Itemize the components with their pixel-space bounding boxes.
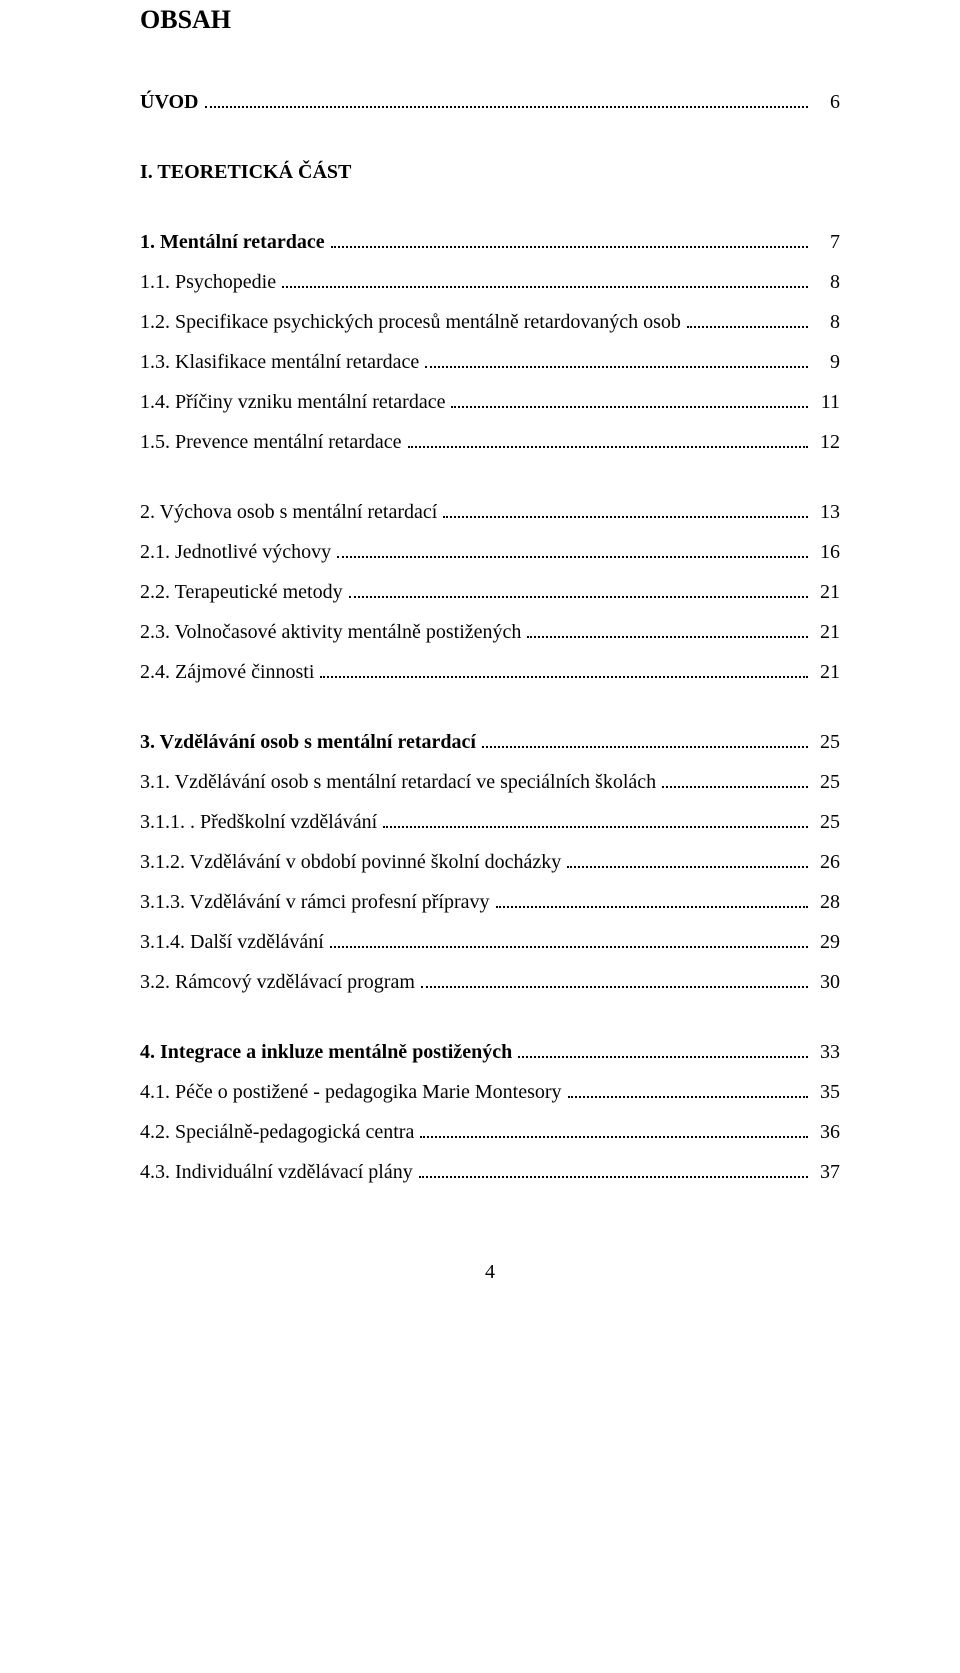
toc-entry-page: 21	[810, 577, 840, 607]
toc-entry-page: 21	[810, 657, 840, 687]
toc-entry-page: 13	[810, 497, 840, 527]
toc-entry-label: 3.1.2. Vzdělávání v období povinné školn…	[140, 847, 565, 877]
toc-entry-page: 36	[810, 1117, 840, 1147]
toc-entry: 1.4. Příčiny vzniku mentální retardace 11	[140, 387, 840, 417]
table-of-contents: ÚVOD 6 I. TEORETICKÁ ČÁST 1. Mentální retar…	[140, 87, 840, 1187]
toc-entry: 4.2. Speciálně-pedagogická centra 36	[140, 1117, 840, 1147]
toc-entry-label: 2.1. Jednotlivé výchovy	[140, 537, 335, 567]
toc-entry-page: 6	[810, 87, 840, 117]
toc-leader-dots	[383, 811, 808, 828]
toc-entry: 3.2. Rámcový vzdělávací program 30	[140, 967, 840, 997]
toc-entry-label: 3.1. Vzdělávání osob s mentální retardac…	[140, 767, 660, 797]
toc-entry-label: 3.1.4. Další vzdělávání	[140, 927, 328, 957]
toc-entry-label: 3.1.3. Vzdělávání v rámci profesní přípr…	[140, 887, 494, 917]
toc-leader-dots	[320, 661, 808, 678]
toc-entry-label: 3. Vzdělávání osob s mentální retardací	[140, 727, 480, 757]
toc-leader-dots	[421, 971, 808, 988]
toc-entry: 1.5. Prevence mentální retardace 12	[140, 427, 840, 457]
toc-entry: 4. Integrace a inkluze mentálně postižen…	[140, 1037, 840, 1067]
toc-entry-page: 26	[810, 847, 840, 877]
toc-entry: 3.1.4. Další vzdělávání 29	[140, 927, 840, 957]
toc-entry-page: 11	[810, 387, 840, 417]
toc-entry: 1. Mentální retardace 7	[140, 227, 840, 257]
toc-leader-dots	[687, 311, 808, 328]
toc-entry: 3. Vzdělávání osob s mentální retardací 2…	[140, 727, 840, 757]
toc-leader-dots	[331, 231, 808, 248]
toc-entry-page: 25	[810, 807, 840, 837]
toc-entry: 2.4. Zájmové činnosti 21	[140, 657, 840, 687]
toc-entry-page: 25	[810, 727, 840, 757]
page-number: 4	[140, 1257, 840, 1287]
toc-entry-label: 2.2. Terapeutické metody	[140, 577, 347, 607]
toc-entry: 2.2. Terapeutické metody 21	[140, 577, 840, 607]
toc-entry: ÚVOD 6	[140, 87, 840, 117]
toc-entry-page: 21	[810, 617, 840, 647]
toc-entry-label: 4.3. Individuální vzdělávací plány	[140, 1157, 417, 1187]
toc-leader-dots	[420, 1121, 808, 1138]
toc-leader-dots	[443, 501, 808, 518]
toc-entry-page: 25	[810, 767, 840, 797]
toc-entry-label: 1. Mentální retardace	[140, 227, 329, 257]
toc-leader-dots	[662, 771, 808, 788]
toc-entry: 1.2. Specifikace psychických procesů men…	[140, 307, 840, 337]
toc-entry: 2. Výchova osob s mentální retardací 13	[140, 497, 840, 527]
toc-entry-page: 8	[810, 267, 840, 297]
toc-entry: 3.1.1. . Předškolní vzdělávání 25	[140, 807, 840, 837]
toc-leader-dots	[337, 541, 808, 558]
toc-entry-label: 1.1. Psychopedie	[140, 267, 280, 297]
toc-leader-dots	[425, 351, 808, 368]
toc-entry-page: 37	[810, 1157, 840, 1187]
toc-entry-page: 30	[810, 967, 840, 997]
toc-entry: 3.1. Vzdělávání osob s mentální retardac…	[140, 767, 840, 797]
toc-leader-dots	[527, 621, 808, 638]
toc-entry-page: 12	[810, 427, 840, 457]
toc-entry-page: 9	[810, 347, 840, 377]
toc-entry-label: 4.2. Speciálně-pedagogická centra	[140, 1117, 418, 1147]
toc-section-heading: I. TEORETICKÁ ČÁST	[140, 157, 840, 187]
toc-entry-page: 16	[810, 537, 840, 567]
toc-entry-label: 2.4. Zájmové činnosti	[140, 657, 318, 687]
toc-entry-page: 33	[810, 1037, 840, 1067]
toc-entry: 4.3. Individuální vzdělávací plány 37	[140, 1157, 840, 1187]
toc-leader-dots	[482, 731, 808, 748]
toc-leader-dots	[408, 431, 808, 448]
toc-entry: 1.3. Klasifikace mentální retardace 9	[140, 347, 840, 377]
toc-entry-page: 35	[810, 1077, 840, 1107]
toc-entry-page: 28	[810, 887, 840, 917]
toc-entry-label: 1.5. Prevence mentální retardace	[140, 427, 406, 457]
toc-entry-page: 8	[810, 307, 840, 337]
toc-leader-dots	[282, 271, 808, 288]
toc-entry-label: 2. Výchova osob s mentální retardací	[140, 497, 441, 527]
toc-leader-dots	[330, 931, 808, 948]
toc-entry-label: 4. Integrace a inkluze mentálně postižen…	[140, 1037, 516, 1067]
toc-leader-dots	[496, 891, 808, 908]
toc-entry-label: ÚVOD	[140, 87, 203, 117]
toc-leader-dots	[205, 91, 809, 108]
toc-entry-label: 3.2. Rámcový vzdělávací program	[140, 967, 419, 997]
toc-entry-label: 3.1.1. . Předškolní vzdělávání	[140, 807, 381, 837]
toc-entry: 3.1.2. Vzdělávání v období povinné školn…	[140, 847, 840, 877]
toc-entry-label: 1.2. Specifikace psychických procesů men…	[140, 307, 685, 337]
toc-entry-label: 1.3. Klasifikace mentální retardace	[140, 347, 423, 377]
toc-entry-label: 2.3. Volnočasové aktivity mentálně posti…	[140, 617, 525, 647]
page-title: OBSAH	[140, 0, 840, 39]
toc-leader-dots	[451, 391, 808, 408]
toc-leader-dots	[567, 851, 808, 868]
toc-entry: 2.3. Volnočasové aktivity mentálně posti…	[140, 617, 840, 647]
toc-entry-label: 1.4. Příčiny vzniku mentální retardace	[140, 387, 449, 417]
toc-entry: 3.1.3. Vzdělávání v rámci profesní přípr…	[140, 887, 840, 917]
toc-entry-label: 4.1. Péče o postižené - pedagogika Marie…	[140, 1077, 566, 1107]
toc-leader-dots	[419, 1161, 808, 1178]
toc-entry-page: 7	[810, 227, 840, 257]
toc-entry: 1.1. Psychopedie 8	[140, 267, 840, 297]
toc-leader-dots	[518, 1041, 808, 1058]
toc-entry: 4.1. Péče o postižené - pedagogika Marie…	[140, 1077, 840, 1107]
toc-leader-dots	[349, 581, 808, 598]
toc-leader-dots	[568, 1081, 808, 1098]
toc-entry-page: 29	[810, 927, 840, 957]
toc-entry: 2.1. Jednotlivé výchovy 16	[140, 537, 840, 567]
